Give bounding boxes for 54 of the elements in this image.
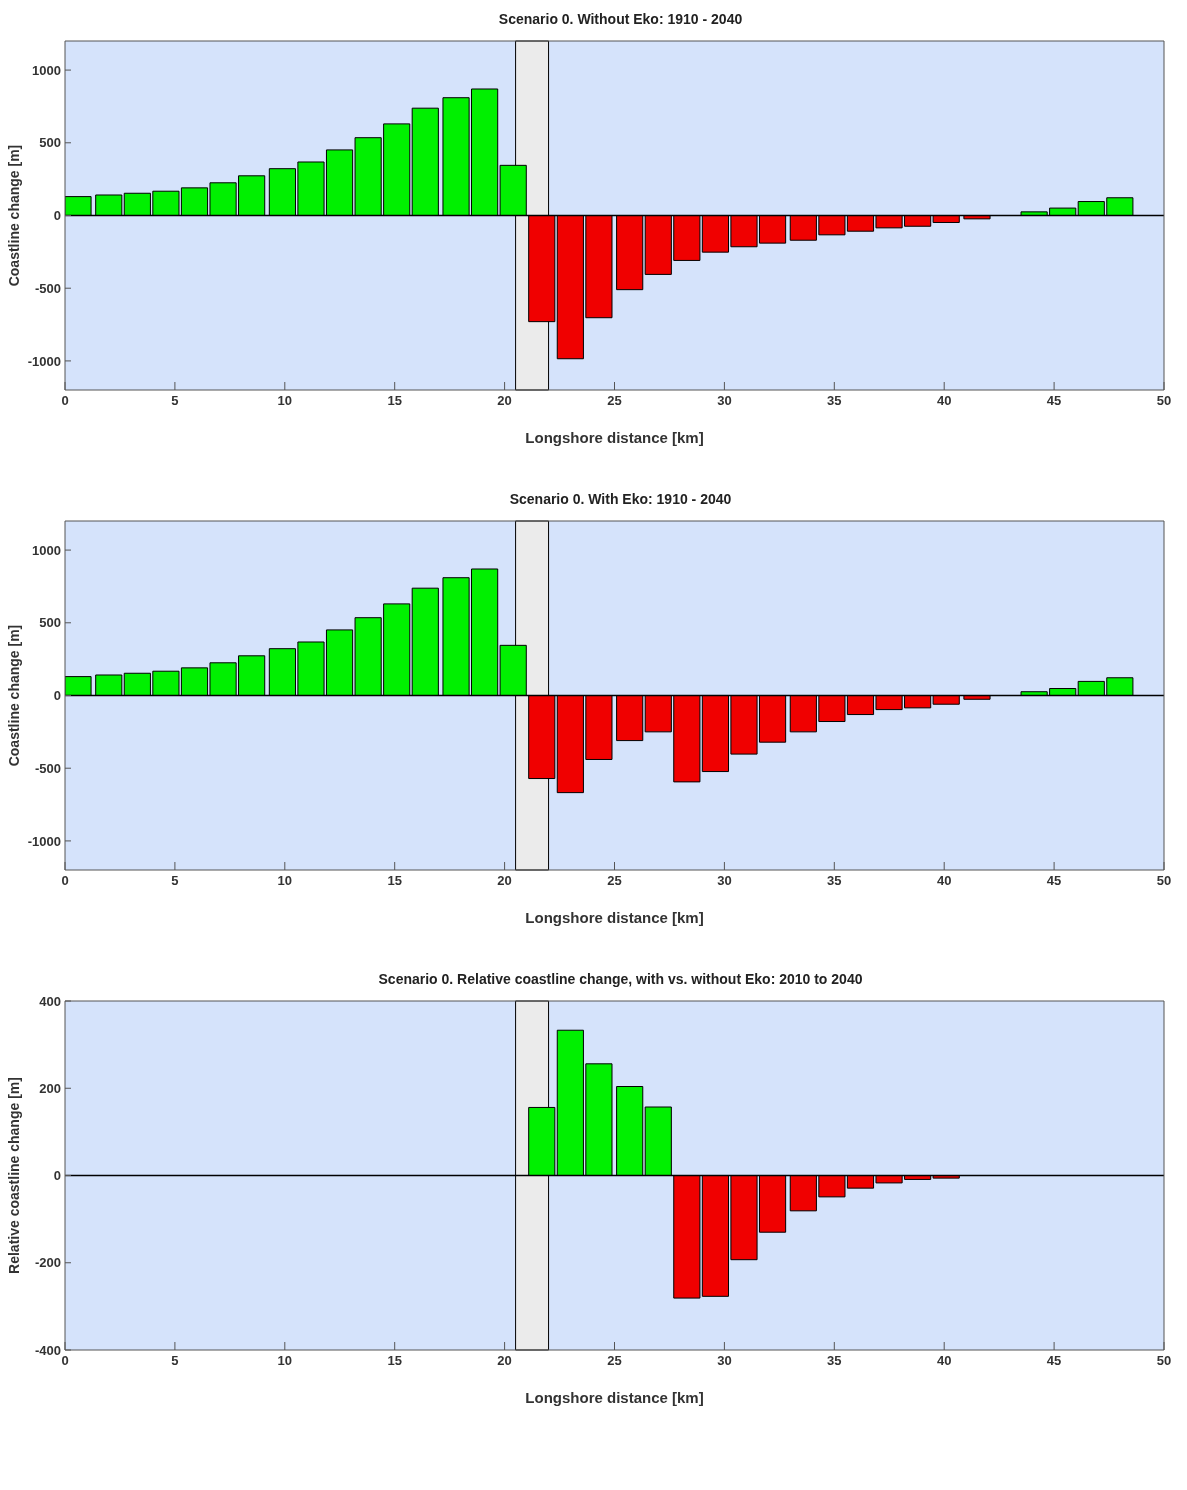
x-tick-label: 30 [717, 393, 732, 409]
chart-title: Scenario 0. Without Eko: 1910 - 2040 [497, 10, 744, 29]
y-tick-label: 400 [39, 993, 61, 1009]
y-tick-label: 1000 [32, 542, 61, 558]
chart-title: Scenario 0. With Eko: 1910 - 2040 [508, 490, 733, 509]
x-tick-label: 45 [1046, 873, 1062, 889]
y-tick-label: -200 [34, 1255, 61, 1271]
x-tick-label: 15 [387, 1353, 402, 1369]
x-axis-title: Longshore distance [km] [525, 1389, 704, 1406]
x-tick-label: 5 [171, 1353, 179, 1369]
x-axis-title: Longshore distance [km] [525, 429, 704, 446]
x-tick-label: 15 [387, 873, 402, 889]
x-tick-label: 25 [607, 873, 622, 889]
x-tick-label: 40 [936, 393, 952, 409]
x-tick-label: 10 [277, 1353, 293, 1369]
x-tick-label: 15 [387, 393, 402, 409]
x-tick-label: 45 [1046, 393, 1062, 409]
x-tick-label: 40 [936, 873, 952, 889]
x-tick-label: 45 [1046, 1353, 1062, 1369]
y-axis-title: Relative coastline change [m] [5, 1077, 22, 1274]
x-tick-label: 40 [936, 1353, 952, 1369]
y-tick-label: 1000 [32, 62, 61, 78]
y-tick-label: 0 [53, 1168, 61, 1184]
x-tick-label: 35 [827, 1353, 842, 1369]
y-tick-label: 0 [53, 688, 61, 704]
x-tick-label: 50 [1156, 873, 1172, 889]
x-tick-label: 10 [277, 393, 293, 409]
x-tick-label: 5 [171, 393, 179, 409]
x-tick-label: 5 [171, 873, 179, 889]
x-tick-label: 35 [827, 873, 842, 889]
y-tick-label: 200 [39, 1080, 61, 1096]
y-tick-label: 500 [39, 135, 61, 151]
x-tick-label: 20 [497, 873, 512, 889]
x-tick-label: 50 [1156, 1353, 1172, 1369]
x-tick-label: 50 [1156, 393, 1172, 409]
y-tick-label: -500 [34, 280, 61, 296]
y-tick-label: 500 [39, 615, 61, 631]
x-tick-label: 10 [277, 873, 293, 889]
chart-title: Scenario 0. Relative coastline change, with vs. without Eko: 2010 to 2040 [377, 970, 864, 989]
x-tick-label: 35 [827, 393, 842, 409]
x-tick-label: 20 [497, 1353, 512, 1369]
x-tick-label: 30 [717, 873, 732, 889]
x-tick-label: 20 [497, 393, 512, 409]
y-axis-title: Coastline change [m] [5, 144, 22, 287]
y-tick-label: -1000 [27, 833, 61, 849]
x-tick-label: 30 [717, 1353, 732, 1369]
y-axis-title: Coastline change [m] [5, 624, 22, 767]
x-tick-label: 25 [607, 1353, 622, 1369]
x-tick-label: 25 [607, 393, 622, 409]
y-tick-label: -400 [34, 1342, 61, 1358]
y-tick-label: -500 [34, 760, 61, 776]
y-tick-label: 0 [53, 208, 61, 224]
y-tick-label: -1000 [27, 353, 61, 369]
x-axis-title: Longshore distance [km] [525, 909, 704, 926]
